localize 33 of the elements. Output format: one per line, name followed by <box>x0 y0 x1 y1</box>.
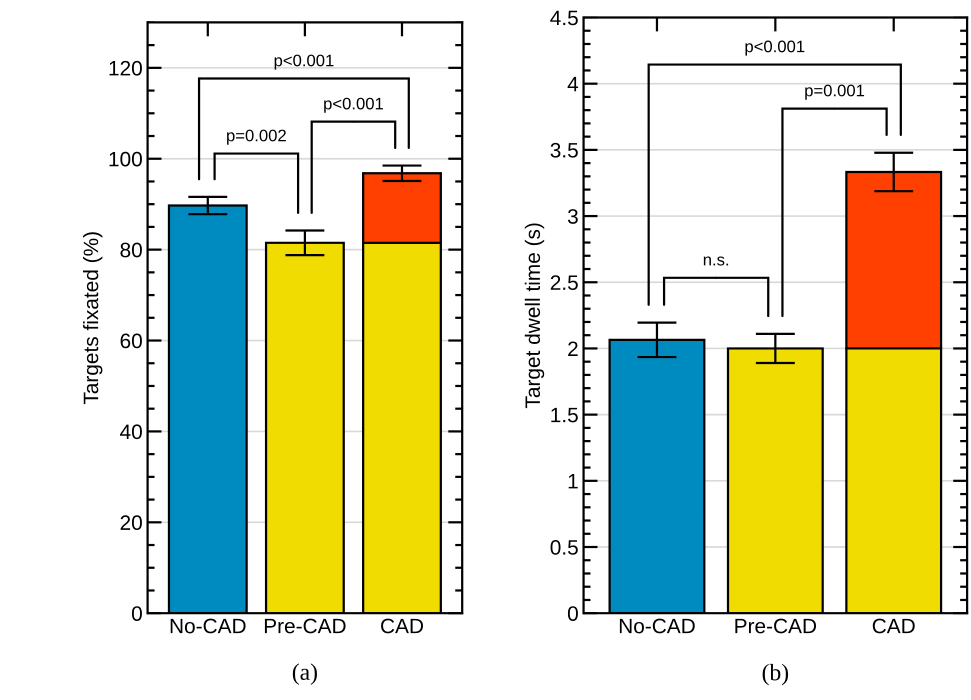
y-axis-title: Targets fixated (%) <box>83 232 102 404</box>
y-tick-label: 20 <box>120 515 142 530</box>
y-tick-label: 1.5 <box>551 408 578 422</box>
annotation: n.s. <box>704 256 728 266</box>
y-tick-label: 0 <box>568 606 578 621</box>
annotation: p=0.002 <box>227 130 286 145</box>
y-tick-label: 3.5 <box>550 142 578 158</box>
annotation: p<0.001 <box>274 54 334 70</box>
y-tick-label: 4.5 <box>550 10 578 26</box>
text: (a) <box>292 663 317 685</box>
x-tick-label: No-CAD <box>170 618 246 634</box>
y-tick-label: 60 <box>120 334 142 348</box>
y-tick-label: 3 <box>568 209 578 224</box>
y-axis-title: Target dwell time (s) <box>524 223 544 408</box>
y-tick-label: 80 <box>120 242 142 258</box>
text: (b) <box>762 664 788 686</box>
y-tick-label: 2 <box>568 341 578 356</box>
x-tick-label: CAD <box>381 618 423 634</box>
y-tick-label: 4 <box>568 76 578 92</box>
annotation: p<0.001 <box>745 40 804 56</box>
x-tick-label: Pre-CAD <box>264 618 346 634</box>
y-tick-label: 0 <box>132 606 142 621</box>
annotation: p=0.001 <box>805 84 864 100</box>
annotation: p<0.001 <box>324 98 383 113</box>
x-tick-label: Pre-CAD <box>735 618 816 634</box>
y-tick-label: 100 <box>110 152 142 166</box>
y-tick-label: 1 <box>568 474 578 488</box>
y-tick-label: 120 <box>110 60 142 76</box>
y-tick-label: 40 <box>120 424 142 440</box>
x-tick-label: No-CAD <box>620 618 695 634</box>
y-tick-label: 2.5 <box>550 275 578 290</box>
x-tick-label: CAD <box>872 618 915 634</box>
y-tick-label: 0.5 <box>550 540 578 555</box>
